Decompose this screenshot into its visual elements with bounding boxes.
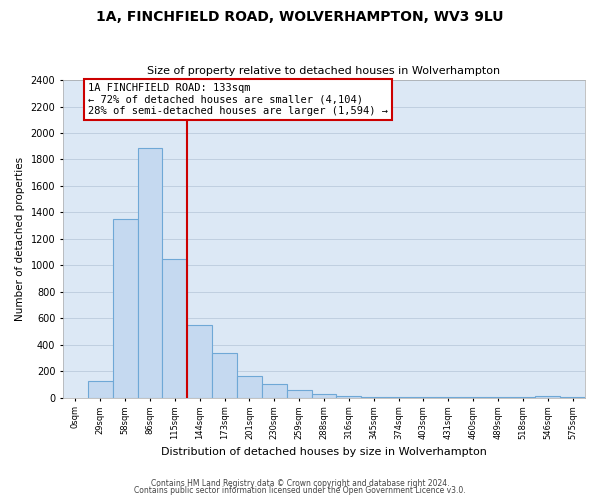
Title: Size of property relative to detached houses in Wolverhampton: Size of property relative to detached ho… <box>148 66 500 76</box>
Text: 1A, FINCHFIELD ROAD, WOLVERHAMPTON, WV3 9LU: 1A, FINCHFIELD ROAD, WOLVERHAMPTON, WV3 … <box>96 10 504 24</box>
X-axis label: Distribution of detached houses by size in Wolverhampton: Distribution of detached houses by size … <box>161 448 487 458</box>
Bar <box>187 325 212 398</box>
Bar <box>262 384 287 398</box>
Text: Contains HM Land Registry data © Crown copyright and database right 2024.: Contains HM Land Registry data © Crown c… <box>151 478 449 488</box>
Bar <box>163 258 187 398</box>
Bar <box>113 219 137 398</box>
Bar <box>311 394 337 398</box>
Text: Contains public sector information licensed under the Open Government Licence v3: Contains public sector information licen… <box>134 486 466 495</box>
Bar <box>212 354 237 398</box>
Bar <box>337 396 361 398</box>
Bar <box>237 376 262 398</box>
Bar <box>361 397 386 398</box>
Bar <box>287 390 311 398</box>
Bar <box>535 396 560 398</box>
Y-axis label: Number of detached properties: Number of detached properties <box>15 157 25 321</box>
Bar <box>137 148 163 398</box>
Bar <box>88 381 113 398</box>
Text: 1A FINCHFIELD ROAD: 133sqm
← 72% of detached houses are smaller (4,104)
28% of s: 1A FINCHFIELD ROAD: 133sqm ← 72% of deta… <box>88 82 388 116</box>
